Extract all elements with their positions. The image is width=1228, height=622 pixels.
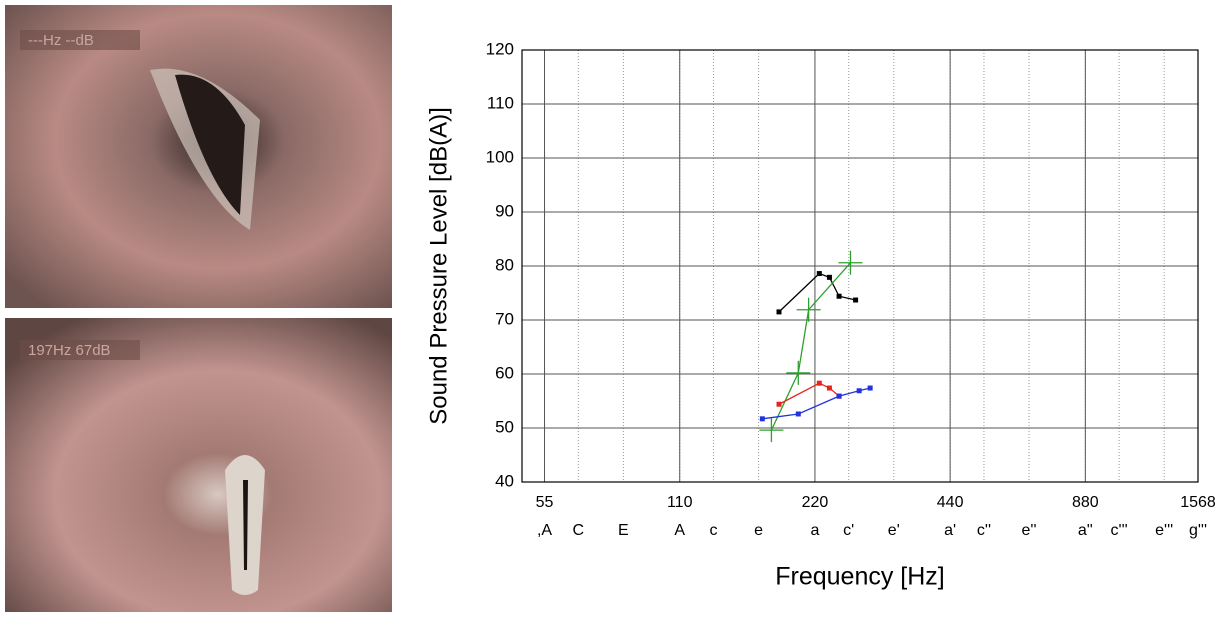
point-marker [856, 388, 862, 394]
point-marker [826, 385, 832, 391]
x-tick-label: 220 [802, 494, 829, 511]
y-tick-label: 90 [495, 201, 514, 220]
point-marker [776, 401, 782, 407]
cross-marker [838, 250, 863, 275]
y-axis-title: Sound Pressure Level [dB(A)] [425, 107, 452, 425]
point-marker [759, 416, 765, 422]
y-tick-label: 60 [495, 363, 514, 382]
cross-marker [786, 360, 811, 385]
cross-marker [759, 418, 784, 443]
x-tick-label: 110 [667, 494, 693, 511]
x-tick-label: 1568 [1180, 494, 1216, 511]
note-tick-label: ,A [537, 522, 552, 539]
point-marker [836, 393, 842, 399]
note-tick-label: a [810, 522, 819, 539]
note-tick-label: g''' [1189, 522, 1207, 539]
y-tick-label: 120 [486, 39, 514, 58]
note-tick-label: a' [944, 522, 956, 539]
note-tick-label: c' [843, 522, 854, 539]
y-tick-label: 40 [495, 471, 514, 490]
note-tick-label: e [754, 522, 763, 539]
x-tick-label: 440 [937, 494, 964, 511]
x-tick-label: 55 [536, 494, 554, 511]
y-tick-label: 80 [495, 255, 514, 274]
y-tick-label: 110 [487, 93, 514, 112]
note-tick-label: C [573, 522, 585, 539]
y-tick-label: 50 [495, 417, 514, 436]
point-marker [776, 309, 782, 315]
cross-marker [796, 297, 821, 322]
point-marker [867, 385, 873, 391]
image-overlay: ---Hz --dB [28, 32, 94, 49]
note-tick-label: E [618, 522, 629, 539]
endoscopy-image-bottom: 197Hz 67dB [5, 318, 392, 612]
point-marker [816, 380, 822, 386]
point-marker [836, 293, 842, 299]
note-tick-label: e' [888, 522, 900, 539]
image-overlay: 197Hz 67dB [28, 342, 111, 359]
note-tick-label: A [674, 522, 685, 539]
note-tick-label: c''' [1111, 522, 1128, 539]
note-tick-label: c [710, 522, 718, 539]
note-tick-label: a'' [1078, 522, 1093, 539]
x-axis-title: Frequency [Hz] [775, 563, 945, 591]
y-tick-label: 70 [495, 309, 514, 328]
plot-frame [521, 49, 1199, 483]
point-marker [826, 274, 832, 280]
endoscopy-image-top: ---Hz --dB [5, 5, 392, 308]
note-tick-label: e''' [1155, 522, 1173, 539]
note-tick-label: c'' [977, 522, 991, 539]
point-marker [795, 411, 801, 417]
y-tick-label: 100 [486, 147, 514, 166]
note-tick-label: e'' [1022, 522, 1037, 539]
point-marker [853, 297, 859, 303]
series-line [778, 382, 840, 405]
x-tick-label: 880 [1072, 494, 1099, 511]
point-marker [816, 271, 822, 277]
